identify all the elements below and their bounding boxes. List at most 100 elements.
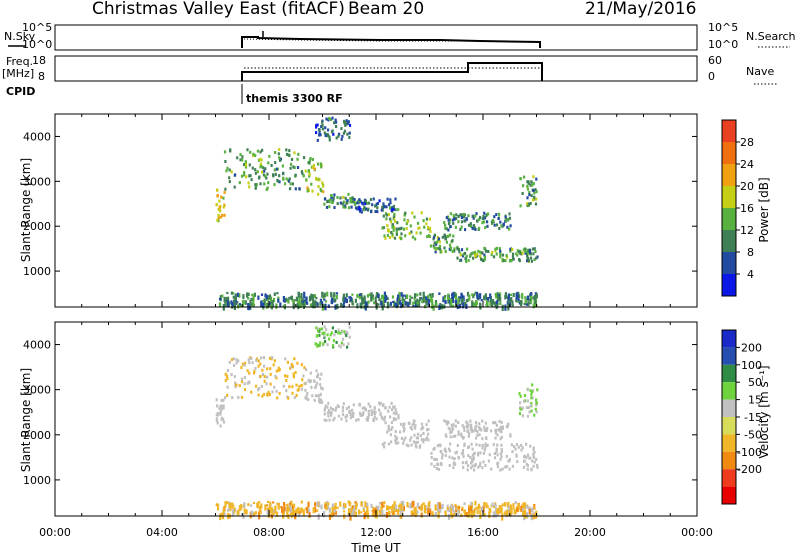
- range-gate-cell: [450, 423, 453, 427]
- range-gate-cell: [321, 184, 325, 188]
- range-gate-cell: [327, 128, 330, 132]
- range-gate-cell: [457, 299, 460, 305]
- range-gate-cell: [526, 464, 529, 467]
- range-gate-cell: [533, 294, 537, 302]
- range-gate-cell: [470, 442, 473, 446]
- range-gate-cell: [533, 191, 536, 195]
- range-gate-cell: [384, 406, 387, 410]
- range-gate-cell: [358, 411, 362, 415]
- range-gate-cell: [352, 200, 355, 203]
- range-gate-cell: [427, 508, 430, 515]
- range-gate-cell: [282, 510, 285, 514]
- range-gate-cell: [484, 445, 487, 449]
- range-gate-cell: [282, 502, 286, 506]
- range-gate-cell: [523, 175, 526, 179]
- range-gate-cell: [479, 451, 482, 455]
- range-gate-cell: [247, 381, 250, 385]
- freq-label: Freq.: [6, 55, 33, 68]
- range-gate-cell: [259, 362, 262, 366]
- range-gate-cell: [469, 419, 472, 423]
- range-gate-cell: [494, 249, 497, 253]
- range-gate-cell: [448, 513, 451, 520]
- range-gate-cell: [295, 296, 298, 302]
- range-gate-cell: [246, 369, 249, 373]
- range-gate-cell: [260, 384, 263, 388]
- range-gate-cell: [454, 434, 457, 438]
- range-gate-cell: [237, 359, 240, 363]
- range-gate-cell: [409, 438, 412, 442]
- range-gate-cell: [286, 503, 289, 507]
- range-gate-cell: [532, 464, 535, 468]
- range-gate-cell: [413, 433, 416, 437]
- velocity-colorbar-segment: [722, 451, 736, 470]
- range-gate-cell: [266, 367, 269, 371]
- range-gate-cell: [429, 508, 432, 516]
- range-gate-cell: [366, 506, 369, 512]
- x-tick-label: 16:00: [467, 526, 499, 539]
- range-gate-cell: [263, 375, 266, 379]
- range-gate-cell: [219, 215, 222, 219]
- range-gate-cell: [526, 453, 530, 457]
- range-gate-cell: [532, 303, 535, 309]
- velocity-colorbar-segment: [722, 417, 736, 435]
- range-gate-cell: [328, 410, 331, 414]
- range-gate-cell: [462, 212, 466, 216]
- range-gate-cell: [484, 226, 487, 230]
- range-gate-cell: [410, 443, 413, 447]
- range-gate-cell: [455, 450, 458, 454]
- range-gate-cell: [286, 505, 289, 512]
- range-gate-cell: [422, 502, 425, 505]
- range-gate-cell: [456, 247, 459, 251]
- range-gate-cell: [476, 509, 479, 515]
- range-gate-cell: [380, 505, 383, 513]
- range-gate-cell: [509, 504, 512, 509]
- range-gate-cell: [298, 295, 301, 301]
- range-gate-cell: [298, 384, 301, 388]
- range-gate-cell: [403, 218, 406, 222]
- range-gate-cell: [532, 446, 535, 450]
- range-gate-cell: [276, 502, 279, 505]
- range-gate-cell: [530, 194, 533, 198]
- range-gate-cell: [412, 305, 415, 308]
- range-gate-cell: [226, 300, 229, 307]
- range-gate-cell: [349, 200, 352, 204]
- range-gate-cell: [373, 301, 376, 305]
- range-gate-cell: [352, 403, 355, 407]
- range-gate-cell: [448, 507, 451, 513]
- range-gate-cell: [405, 227, 408, 231]
- range-gate-cell: [521, 414, 525, 418]
- range-gate-cell: [407, 444, 410, 448]
- range-gate-cell: [330, 297, 334, 305]
- range-gate-cell: [397, 208, 400, 212]
- range-gate-cell: [403, 438, 406, 442]
- range-gate-cell: [315, 381, 319, 385]
- range-gate-cell: [240, 174, 244, 178]
- range-gate-cell: [391, 504, 395, 509]
- range-gate-cell: [451, 456, 454, 460]
- range-gate-cell: [505, 511, 509, 517]
- range-gate-cell: [222, 398, 225, 402]
- range-gate-cell: [393, 508, 396, 516]
- range-gate-cell: [427, 427, 430, 431]
- range-gate-cell: [530, 259, 533, 263]
- range-gate-cell: [382, 504, 385, 508]
- range-gate-cell: [476, 291, 479, 297]
- range-gate-cell: [332, 196, 335, 200]
- range-gate-cell: [376, 210, 379, 214]
- range-gate-cell: [414, 426, 417, 430]
- range-gate-cell: [498, 227, 501, 230]
- range-gate-cell: [310, 182, 313, 186]
- range-gate-cell: [334, 408, 337, 412]
- range-gate-cell: [318, 133, 321, 137]
- range-gate-cell: [495, 223, 499, 227]
- range-gate-cell: [347, 120, 350, 124]
- range-gate-cell: [282, 512, 285, 519]
- range-gate-cell: [528, 193, 531, 197]
- range-gate-cell: [500, 506, 503, 514]
- range-gate-cell: [381, 404, 384, 408]
- range-gate-cell: [361, 413, 365, 417]
- range-gate-cell: [354, 511, 357, 518]
- range-gate-cell: [314, 502, 317, 507]
- range-gate-cell: [452, 234, 455, 238]
- range-gate-cell: [333, 121, 336, 125]
